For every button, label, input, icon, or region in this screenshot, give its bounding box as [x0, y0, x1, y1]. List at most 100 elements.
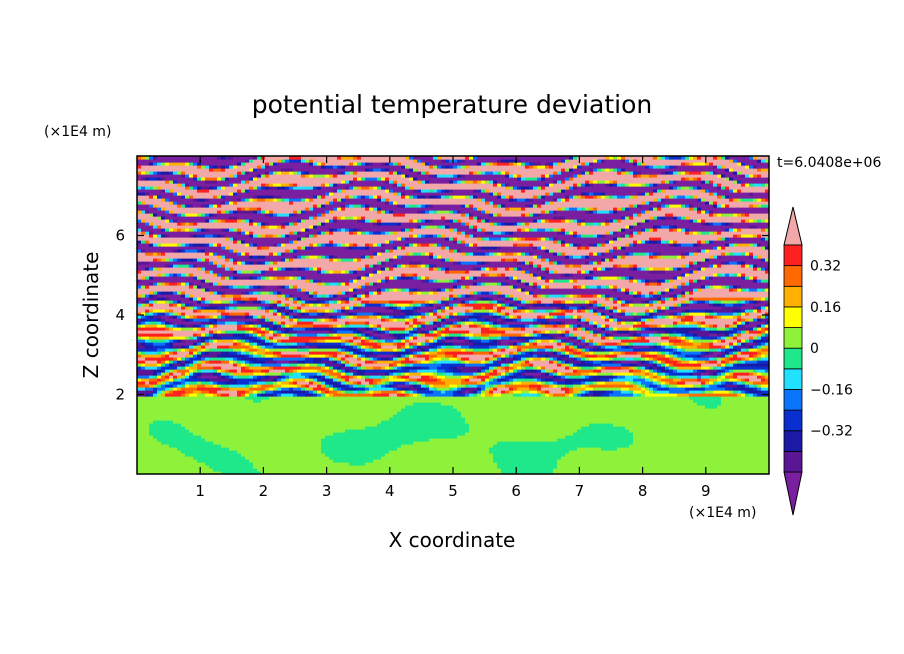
- field-cell: [293, 465, 298, 469]
- field-cell: [297, 465, 302, 469]
- field-cell: [557, 465, 562, 469]
- field-cell: [145, 459, 150, 463]
- field-cell: [629, 465, 634, 469]
- field-cell: [473, 465, 478, 469]
- field-cell: [533, 462, 538, 466]
- field-cell: [725, 468, 730, 472]
- field-cell: [385, 465, 390, 469]
- field-cell: [441, 450, 446, 454]
- field-cell: [605, 453, 610, 457]
- field-cell: [677, 453, 682, 457]
- field-cell: [569, 462, 574, 466]
- field-cell: [165, 456, 170, 460]
- field-cell: [701, 465, 706, 469]
- field-cell: [461, 450, 466, 454]
- field-cell: [265, 453, 270, 457]
- field-cell: [761, 459, 766, 463]
- field-cell: [209, 450, 214, 454]
- field-cell: [201, 471, 206, 474]
- field-cell: [673, 465, 678, 469]
- field-cell: [617, 456, 622, 460]
- field-cell: [709, 459, 714, 463]
- field-cell: [757, 453, 762, 457]
- field-cell: [465, 453, 470, 457]
- field-cell: [433, 471, 438, 474]
- field-cell: [137, 453, 142, 457]
- field-cell: [165, 465, 170, 469]
- field-cell: [697, 465, 702, 469]
- field-cell: [249, 462, 254, 466]
- field-cell: [137, 456, 142, 460]
- field-cell: [469, 456, 474, 460]
- field-cell: [605, 471, 610, 474]
- field-cell: [245, 453, 250, 457]
- field-cell: [469, 465, 474, 469]
- field-cell: [701, 471, 706, 474]
- field-cell: [601, 459, 606, 463]
- field-cell: [705, 468, 710, 472]
- field-cell: [629, 456, 634, 460]
- field-cell: [273, 462, 278, 466]
- field-cell: [341, 471, 346, 474]
- field-cell: [581, 465, 586, 469]
- field-cell: [761, 462, 766, 466]
- field-cell: [601, 471, 606, 474]
- field-cell: [509, 459, 514, 463]
- field-cell: [313, 456, 318, 460]
- field-cell: [313, 453, 318, 457]
- field-cell: [717, 456, 722, 460]
- field-cell: [205, 456, 210, 460]
- field-cell: [757, 459, 762, 463]
- field-cell: [469, 450, 474, 454]
- field-cell: [541, 465, 546, 469]
- field-cell: [761, 465, 766, 469]
- field-cell: [525, 471, 530, 474]
- field-cell: [385, 450, 390, 454]
- field-cell: [265, 471, 270, 474]
- field-cell: [309, 471, 314, 474]
- field-cell: [613, 465, 618, 469]
- field-cell: [297, 450, 302, 454]
- field-cell: [229, 465, 234, 469]
- field-cell: [285, 456, 290, 460]
- field-cell: [421, 456, 426, 460]
- field-cell: [341, 465, 346, 469]
- field-cell: [169, 450, 174, 454]
- field-cell: [749, 462, 754, 466]
- field-cell: [689, 459, 694, 463]
- field-cell: [189, 459, 194, 463]
- field-cell: [565, 468, 570, 472]
- field-cell: [473, 468, 478, 472]
- field-cell: [345, 450, 350, 454]
- field-cell: [697, 462, 702, 466]
- field-cell: [285, 468, 290, 472]
- field-cell: [605, 459, 610, 463]
- field-cell: [493, 459, 498, 463]
- field-cell: [665, 468, 670, 472]
- field-cell: [261, 450, 266, 454]
- field-cell: [225, 459, 230, 463]
- field-cell: [601, 456, 606, 460]
- field-cell: [457, 453, 462, 457]
- field-cell: [293, 468, 298, 472]
- field-cell: [401, 465, 406, 469]
- field-cell: [141, 468, 146, 472]
- field-cell: [601, 465, 606, 469]
- field-cell: [197, 453, 202, 457]
- field-cell: [237, 465, 242, 469]
- field-cell: [709, 468, 714, 472]
- field-cell: [745, 456, 750, 460]
- field-cell: [373, 471, 378, 474]
- field-cell: [709, 453, 714, 457]
- field-cell: [333, 462, 338, 466]
- field-cell: [517, 462, 522, 466]
- field-cell: [341, 456, 346, 460]
- field-cell: [197, 462, 202, 466]
- field-cell: [369, 465, 374, 469]
- field-cell: [525, 459, 530, 463]
- field-cell: [161, 465, 166, 469]
- field-cell: [677, 468, 682, 472]
- field-cell: [653, 462, 658, 466]
- field-cell: [693, 468, 698, 472]
- field-cell: [257, 456, 262, 460]
